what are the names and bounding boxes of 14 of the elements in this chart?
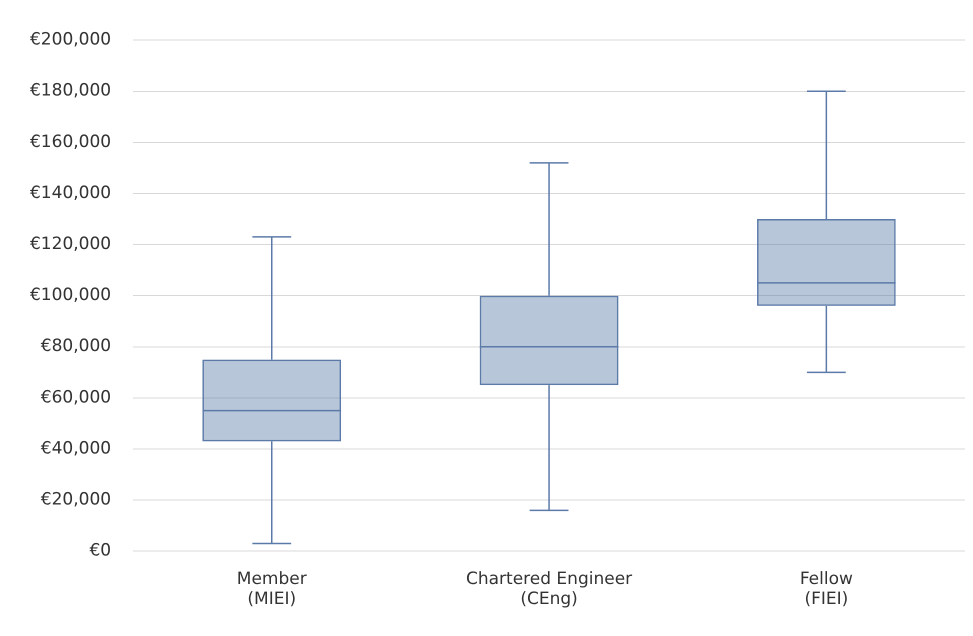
x-tick-label: Fellow (FIEI): [800, 568, 853, 610]
y-tick-label: €160,000: [30, 132, 112, 152]
y-tick-label: €200,000: [30, 30, 112, 50]
y-tick-label: €0: [89, 540, 112, 561]
x-tick-label: Chartered Engineer (CEng): [466, 568, 632, 610]
x-tick-label: Member (MIEI): [236, 568, 307, 610]
y-tick-label: €180,000: [30, 80, 112, 101]
y-tick-label: €60,000: [40, 387, 112, 408]
y-tick-label: €20,000: [40, 490, 112, 510]
y-tick-label: €100,000: [30, 285, 112, 306]
y-tick-label: €140,000: [30, 182, 112, 203]
y-tick-label: €80,000: [40, 336, 112, 356]
y-tick-label: €120,000: [30, 234, 112, 254]
y-tick-label: €40,000: [40, 438, 112, 458]
